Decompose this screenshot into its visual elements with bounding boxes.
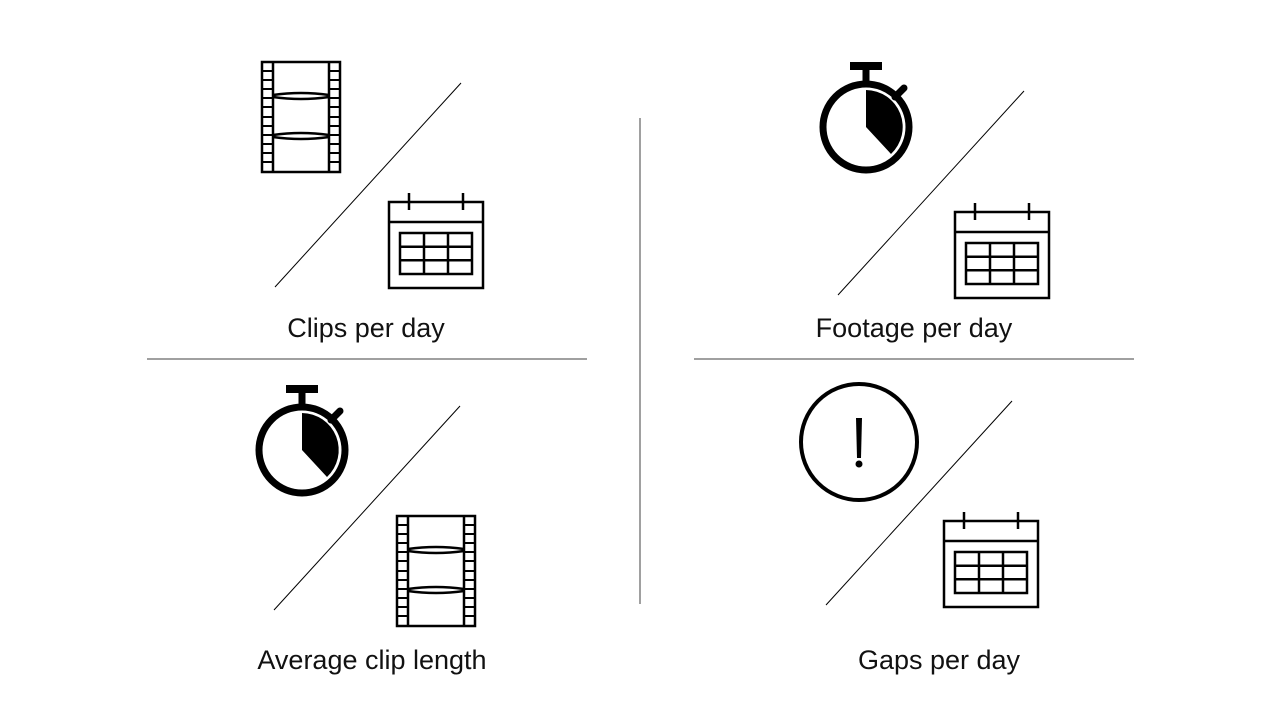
alert-circle-icon — [799, 382, 919, 502]
quadrant-gaps-per-day — [799, 382, 1040, 609]
calendar-icon — [942, 510, 1040, 609]
film-strip-icon — [260, 60, 342, 174]
ratio-slash — [273, 405, 461, 611]
label-average-clip-length: Average clip length — [257, 645, 487, 675]
quadrant-footage-per-day — [823, 62, 1051, 300]
film-strip-icon — [395, 514, 477, 628]
quadrant-average-clip-length — [259, 385, 477, 628]
stopwatch-icon — [259, 385, 345, 493]
stopwatch-icon — [823, 62, 909, 170]
ratio-slash — [837, 90, 1025, 296]
label-clips-per-day: Clips per day — [287, 313, 445, 343]
ratio-slash — [825, 400, 1013, 606]
label-gaps-per-day: Gaps per day — [857, 645, 1021, 675]
label-footage-per-day: Footage per day — [815, 313, 1013, 343]
ratio-slash — [274, 82, 462, 288]
calendar-icon — [953, 201, 1051, 300]
calendar-icon — [387, 191, 485, 290]
quadrant-clips-per-day — [260, 60, 485, 290]
